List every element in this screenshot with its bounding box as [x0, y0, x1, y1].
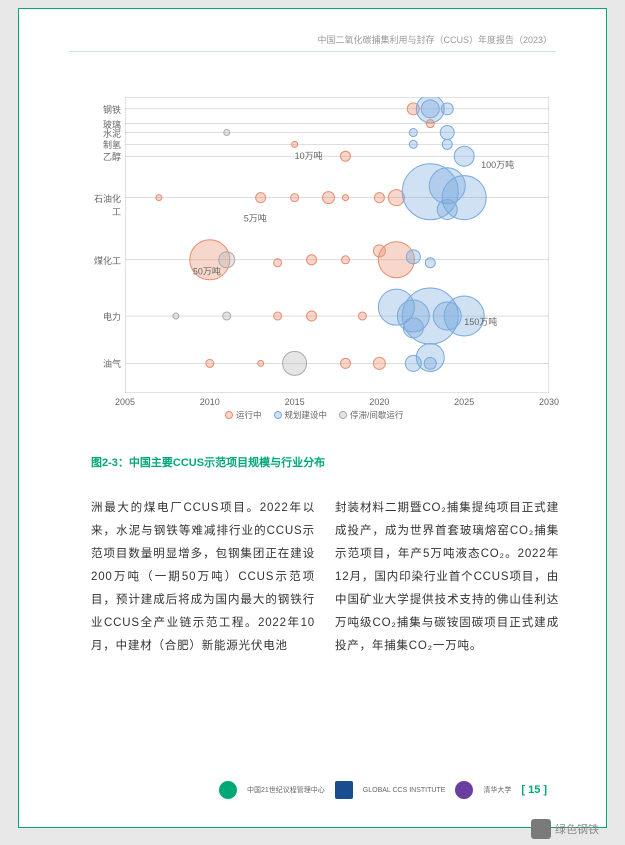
y-axis-label: 乙醇 [89, 150, 121, 163]
bubble-point [206, 359, 214, 367]
legend-label: 停滞/间歇运行 [350, 409, 403, 421]
bubble-point [223, 312, 231, 320]
y-axis-label: 钢铁 [89, 103, 121, 116]
legend-label: 规划建设中 [285, 409, 328, 421]
logo-acca21-text: 中国21世纪议程管理中心 [247, 785, 325, 795]
chart-plot-area: 10万吨 5万吨 50万吨 100万吨 150万吨 [125, 97, 549, 393]
bubble-point [437, 199, 457, 219]
x-axis-label: 2020 [364, 397, 394, 407]
chart-figure: 10万吨5万吨50万吨100万吨150万吨 钢铁玻璃水泥制氢乙醇石油化工煤化工电… [89, 89, 559, 429]
bubble-point [156, 195, 162, 201]
legend-swatch [225, 411, 233, 419]
legend-swatch [339, 411, 347, 419]
bubble-point [426, 120, 434, 128]
page-footer: 中国21世纪议程管理中心 GLOBAL CCS INSTITUTE 清华大学 [… [19, 781, 606, 809]
logo-gccsi-icon [335, 781, 353, 799]
bubble-point [323, 192, 335, 204]
bubble-point [341, 256, 349, 264]
bubble-point [292, 141, 298, 147]
bubble-point [409, 140, 417, 148]
wechat-icon [531, 819, 551, 839]
chart-annotation: 5万吨 [244, 212, 267, 223]
y-axis-label: 油气 [89, 357, 121, 370]
figure-caption: 图2-3：中国主要CCUS示范项目规模与行业分布 [91, 454, 325, 470]
bubble-point [258, 360, 264, 366]
logo-tsinghua-icon [455, 781, 473, 799]
legend-item: 规划建设中 [274, 409, 328, 421]
chart-annotation: 150万吨 [464, 316, 497, 327]
bubble-point [416, 343, 444, 371]
bubble-point [454, 146, 474, 166]
header-rule [69, 51, 556, 52]
y-axis-label: 煤化工 [89, 254, 121, 267]
bubble-point [358, 312, 366, 320]
bubble-point [440, 126, 454, 140]
chart-annotation: 50万吨 [193, 266, 221, 277]
chart-legend: 运行中 规划建设中 停滞/间歇运行 [219, 409, 409, 421]
text-column-2: 封装材料二期暨CO₂捕集提纯项目正式建成投产，成为世界首套玻璃熔窑CO₂捕集示范… [335, 497, 559, 658]
bubble-point [425, 258, 435, 268]
bubble-point [340, 151, 350, 161]
page-number: [ 15 ] [521, 784, 547, 796]
x-axis-label: 2005 [110, 397, 140, 407]
watermark-text: 绿色钢铁 [555, 821, 599, 837]
bubble-point [409, 129, 417, 137]
x-axis-label: 2030 [534, 397, 564, 407]
legend-swatch [274, 411, 282, 419]
x-axis-label: 2025 [449, 397, 479, 407]
logo-gccsi-text: GLOBAL CCS INSTITUTE [363, 787, 446, 794]
y-axis-label: 石油化工 [89, 192, 121, 218]
bubble-point [342, 195, 348, 201]
bubble-point [283, 351, 307, 375]
text-column-1: 洲最大的煤电厂CCUS项目。2022年以来，水泥与钢铁等难减排行业的CCUS示范… [91, 497, 315, 658]
wechat-watermark: 绿色钢铁 [531, 819, 599, 839]
x-axis-label: 2015 [280, 397, 310, 407]
chart-annotation: 100万吨 [481, 159, 514, 170]
chart-annotation: 10万吨 [295, 150, 323, 161]
logo-acca21-icon [219, 781, 237, 799]
bubble-point [307, 255, 317, 265]
bubble-point [416, 97, 444, 123]
bubble-point [274, 312, 282, 320]
y-axis-label: 电力 [89, 310, 121, 323]
bubble-point [373, 357, 385, 369]
bubble-point [256, 193, 266, 203]
legend-label: 运行中 [236, 409, 262, 421]
bubble-point [307, 311, 317, 321]
header-title: 中国二氧化碳捕集利用与封存（CCUS）年度报告（2023） [317, 33, 552, 46]
bubble-point [224, 130, 230, 136]
bubble-point [219, 252, 235, 268]
logo-tsinghua-text: 清华大学 [483, 785, 511, 795]
bubble-point [406, 250, 420, 264]
bubble-point [442, 139, 452, 149]
x-axis-label: 2010 [195, 397, 225, 407]
legend-item: 运行中 [225, 409, 262, 421]
bubble-point [173, 313, 179, 319]
footer-logos: 中国21世纪议程管理中心 GLOBAL CCS INSTITUTE 清华大学 [… [219, 781, 547, 799]
bubble-point [374, 193, 384, 203]
page-container: 中国二氧化碳捕集利用与封存（CCUS）年度报告（2023） 10万吨 5万吨 50万… [18, 8, 607, 828]
legend-item: 停滞/间歇运行 [339, 409, 403, 421]
bubble-point [340, 358, 350, 368]
bubble-point [291, 194, 299, 202]
bubble-point [274, 259, 282, 267]
